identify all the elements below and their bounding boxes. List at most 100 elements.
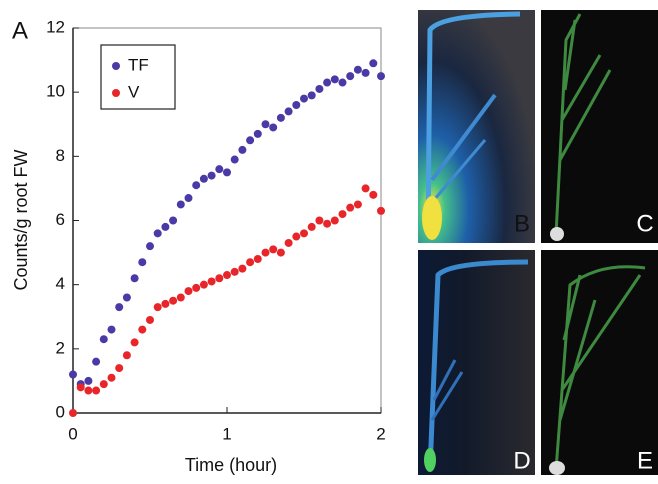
panel-label: C xyxy=(636,210,653,237)
point xyxy=(330,216,339,225)
point xyxy=(323,78,332,87)
point xyxy=(107,373,116,382)
image-c xyxy=(541,10,658,243)
point xyxy=(169,216,178,225)
point xyxy=(323,219,332,228)
point xyxy=(69,370,77,379)
point xyxy=(84,376,93,385)
image-b xyxy=(418,10,535,243)
point xyxy=(99,335,108,344)
x-tick-label: 0 xyxy=(68,424,77,443)
y-tick-label: 6 xyxy=(56,210,65,229)
point xyxy=(377,206,385,215)
point xyxy=(130,338,139,347)
y-tick-label: 0 xyxy=(56,402,65,421)
image-e xyxy=(541,250,658,475)
panel-label: B xyxy=(514,210,530,237)
point xyxy=(215,165,224,174)
point xyxy=(361,68,370,77)
y-axis-title: Counts/g root FW xyxy=(11,149,31,290)
point xyxy=(84,386,93,395)
point xyxy=(276,113,285,122)
point xyxy=(92,386,101,395)
point xyxy=(192,181,201,190)
point xyxy=(361,184,370,193)
point xyxy=(76,383,85,392)
point xyxy=(307,222,316,231)
point xyxy=(130,274,139,283)
point xyxy=(138,325,147,334)
point xyxy=(284,238,293,247)
point xyxy=(261,248,270,257)
point xyxy=(115,364,124,373)
point xyxy=(230,155,239,164)
point xyxy=(223,271,231,280)
point xyxy=(184,194,193,203)
point xyxy=(369,190,378,199)
point xyxy=(253,129,262,138)
point xyxy=(315,216,324,225)
point xyxy=(215,274,224,283)
point xyxy=(300,94,308,103)
panel-label: D xyxy=(513,447,530,474)
point xyxy=(315,84,324,93)
legend-marker xyxy=(112,89,120,97)
y-tick-label: 10 xyxy=(46,82,65,101)
point xyxy=(346,203,355,212)
point xyxy=(230,267,239,276)
point xyxy=(369,59,378,68)
point xyxy=(207,171,216,180)
x-axis-title: Time (hour) xyxy=(185,455,277,475)
point xyxy=(146,242,154,251)
y-tick-label: 12 xyxy=(46,17,65,36)
point xyxy=(353,65,362,74)
y-tick-label: 2 xyxy=(56,338,65,357)
point xyxy=(146,315,154,324)
legend-box xyxy=(100,44,176,110)
point xyxy=(161,299,170,308)
point xyxy=(300,229,308,238)
point xyxy=(184,287,193,296)
point xyxy=(284,107,293,116)
point xyxy=(122,293,131,302)
point xyxy=(307,91,316,100)
point xyxy=(176,200,185,209)
point xyxy=(92,357,101,366)
point xyxy=(69,409,77,417)
point xyxy=(292,101,301,109)
point xyxy=(153,303,162,312)
y-tick-label: 8 xyxy=(56,146,65,165)
point xyxy=(223,168,231,177)
point xyxy=(338,210,347,219)
point xyxy=(246,258,255,267)
point xyxy=(199,280,208,289)
panel-label: A xyxy=(12,17,28,44)
point xyxy=(269,123,278,132)
point xyxy=(161,222,170,231)
legend-marker xyxy=(112,62,120,70)
point xyxy=(253,255,262,263)
image-d xyxy=(418,250,535,475)
point xyxy=(169,296,178,305)
point xyxy=(269,245,278,254)
point xyxy=(276,248,285,257)
point xyxy=(199,174,208,183)
point xyxy=(246,136,255,145)
point xyxy=(330,75,339,84)
point xyxy=(115,303,124,312)
point xyxy=(346,72,355,81)
legend-label: V xyxy=(128,82,140,101)
point xyxy=(261,120,270,129)
point xyxy=(153,229,162,238)
point xyxy=(292,232,301,241)
legend-label: TF xyxy=(128,55,149,74)
point xyxy=(338,78,347,87)
point xyxy=(107,325,116,334)
x-tick-label: 1 xyxy=(222,424,231,443)
point xyxy=(138,258,147,267)
point xyxy=(238,264,247,273)
point xyxy=(192,283,201,292)
point xyxy=(377,72,385,81)
point xyxy=(99,380,108,389)
